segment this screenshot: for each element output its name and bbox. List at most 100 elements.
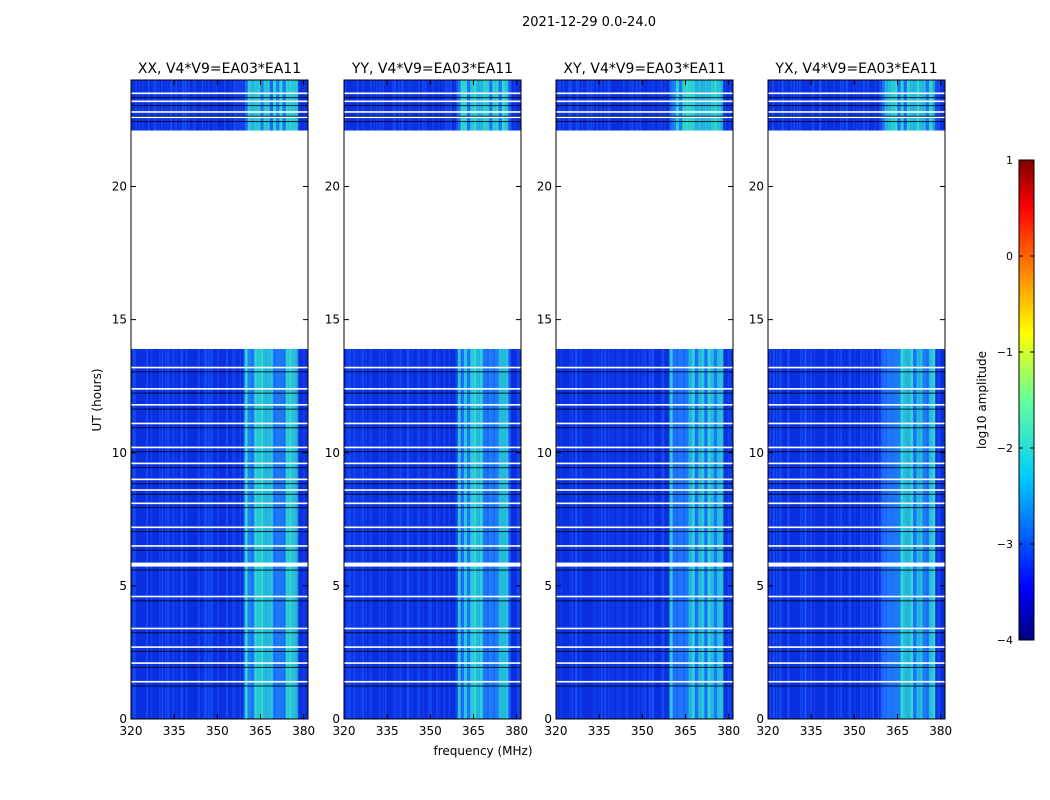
dark-row <box>131 392 308 394</box>
noise-column <box>787 348 790 719</box>
dark-row <box>131 531 308 533</box>
noise-column <box>175 348 178 719</box>
dark-row <box>768 467 945 469</box>
noise-column <box>937 348 939 719</box>
noise-column <box>226 348 228 719</box>
noise-column <box>593 348 595 719</box>
dark-row <box>131 115 308 117</box>
rfi-channel <box>897 348 901 719</box>
flag-row <box>131 680 308 683</box>
noise-column <box>872 348 874 719</box>
noise-column <box>394 348 397 719</box>
noise-column <box>641 348 643 719</box>
dark-row <box>768 451 945 453</box>
dark-row <box>344 507 521 509</box>
flag-row <box>768 627 945 630</box>
heatmap-area <box>556 80 733 719</box>
noise-column <box>418 348 421 719</box>
noise-column <box>625 348 627 719</box>
dark-row <box>556 549 733 551</box>
x-tick-label: 380 <box>505 724 528 738</box>
noise-column <box>866 348 868 719</box>
dark-row <box>131 427 308 429</box>
noise-column <box>205 348 207 719</box>
dark-row <box>556 666 733 668</box>
flag-row <box>556 422 733 425</box>
dark-row <box>344 531 521 533</box>
dark-row <box>344 115 521 117</box>
x-tick-label: 365 <box>462 724 485 738</box>
dark-row <box>768 371 945 373</box>
x-tick-label: 380 <box>717 724 740 738</box>
flag-row <box>768 366 945 369</box>
dark-row <box>344 467 521 469</box>
rfi-channel <box>495 348 499 719</box>
noise-column <box>619 348 621 719</box>
flag-row <box>556 562 733 567</box>
dark-row <box>768 569 945 571</box>
rfi-channel <box>698 348 702 719</box>
rfi-channel <box>486 348 490 719</box>
x-tick-label: 365 <box>249 724 272 738</box>
rfi-channel <box>916 348 920 719</box>
rfi-channel <box>266 348 270 719</box>
rfi-channel <box>884 348 888 719</box>
flag-row <box>131 502 308 505</box>
flag-row <box>131 562 308 567</box>
flag-row <box>344 627 521 630</box>
flag-row <box>768 404 945 406</box>
dark-row <box>768 483 945 485</box>
noise-column <box>393 348 395 719</box>
noise-column <box>729 348 732 719</box>
noise-column <box>644 348 647 719</box>
dark-row <box>131 408 308 410</box>
dark-row <box>344 97 521 99</box>
dark-row <box>768 666 945 668</box>
colorbar-tick-label: −4 <box>997 634 1013 647</box>
flag-row <box>131 545 308 547</box>
dark-row <box>556 121 733 123</box>
dark-row <box>556 427 733 429</box>
rfi-channel <box>888 348 891 719</box>
rfi-channel <box>717 348 721 719</box>
panel-title: XX, V4*V9=EA03*EA11 <box>138 61 301 77</box>
noise-column <box>880 348 883 719</box>
noise-column <box>778 348 781 719</box>
noise-column <box>399 348 402 719</box>
noise-column <box>834 348 836 719</box>
rfi-channel <box>464 348 467 719</box>
y-tick-label: 15 <box>112 313 127 327</box>
y-tick-label: 20 <box>112 180 127 194</box>
noise-column <box>133 348 136 719</box>
rfi-channel <box>701 348 705 719</box>
noise-column <box>217 348 219 719</box>
flag-row <box>131 100 308 103</box>
rfi-channel <box>919 348 923 719</box>
dark-row <box>556 97 733 99</box>
rfi-channel <box>685 348 689 719</box>
dark-row <box>131 632 308 634</box>
flag-row <box>131 526 308 529</box>
colorbar: 1 0 −1 −2 −3 −4 log10 amplitude <box>975 154 1035 647</box>
dark-row <box>768 600 945 602</box>
noise-column <box>146 348 148 719</box>
noise-column <box>608 348 610 719</box>
dark-row <box>344 632 521 634</box>
noise-column <box>397 348 399 719</box>
noise-column <box>303 348 305 719</box>
noise-column <box>242 348 245 719</box>
dark-row <box>131 97 308 99</box>
noise-column <box>780 348 782 719</box>
colorbar-label: log10 amplitude <box>975 351 989 449</box>
rfi-channel <box>710 348 714 719</box>
rfi-channel <box>881 348 885 719</box>
flag-row <box>768 446 945 449</box>
flag-row <box>556 111 733 113</box>
flag-row <box>556 388 733 390</box>
flag-row <box>556 662 733 664</box>
dark-row <box>556 493 733 495</box>
noise-column <box>769 348 772 719</box>
noise-column <box>365 348 367 719</box>
rfi-channel <box>492 348 496 719</box>
dark-row <box>556 392 733 394</box>
